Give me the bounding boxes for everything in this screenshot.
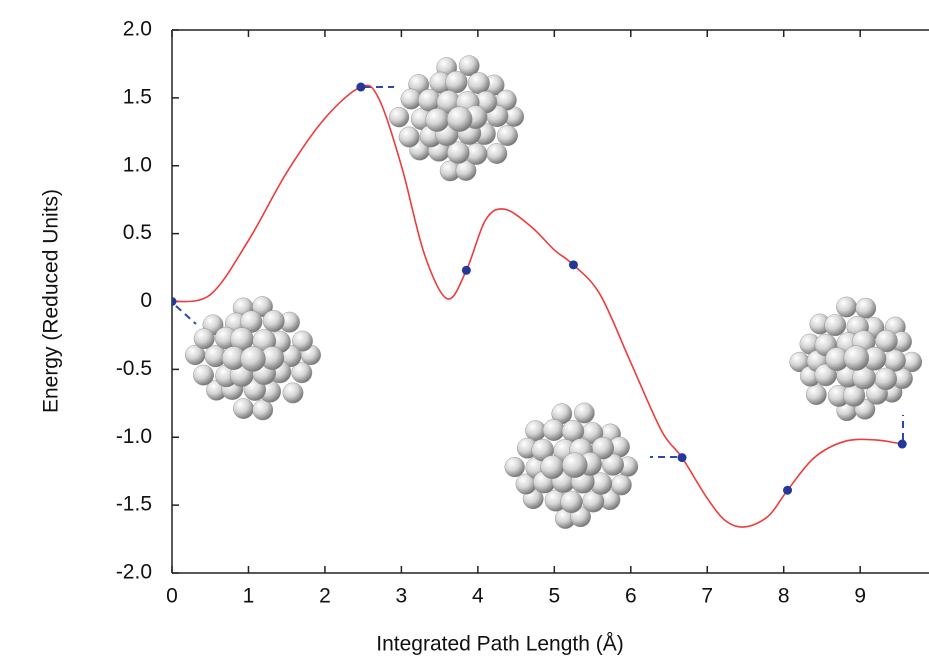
x-tick-label: 4 [472,585,484,608]
stationary-point [568,260,578,270]
cluster-ball [445,70,468,94]
stationary-point [172,297,177,306]
cluster-ball [497,125,518,146]
y-tick-label: 1.5 [123,85,152,108]
cluster-ball [542,419,565,441]
energy-curve [172,84,903,528]
y-tick-label: -1.5 [116,493,152,516]
y-axis-label: Energy (Reduced Units) [40,189,63,413]
cluster-images [185,55,923,529]
cluster-ball [262,310,285,332]
cluster-ball [843,345,869,371]
cluster-ball [875,329,898,353]
cluster-ball [193,364,214,386]
cluster-ball [573,402,595,424]
x-axis-label: Integrated Path Length (Å) [376,633,624,656]
cluster-ball [602,453,624,476]
cluster-ball [425,108,450,132]
stationary-point [356,82,366,92]
cluster-ball [447,141,470,164]
cluster-ball [446,106,473,132]
cluster-ball [824,314,847,337]
cluster-ball [467,72,490,95]
y-tick-label: 0.5 [123,221,152,244]
stationary-point [677,453,687,463]
y-tick-label: -0.5 [116,357,152,380]
x-tick-label: 8 [778,585,790,608]
y-tick-label: 1.0 [123,153,152,176]
cluster-ball [252,399,274,421]
x-tick-label: 5 [548,585,560,608]
cluster-ball [836,296,857,318]
cluster-ball [805,384,827,405]
cluster-ball [398,126,420,148]
x-tick-label: 2 [319,585,331,608]
cluster-ball [292,330,313,352]
cluster-ball [562,452,588,478]
cluster-ball [610,474,632,496]
cluster-ball [240,346,266,372]
y-tick-label: 2.0 [123,18,152,41]
cluster-ball [282,382,304,404]
cluster-ball [291,362,313,384]
stationary-point [783,485,793,495]
cluster-ball [458,55,480,77]
x-tick-label: 1 [243,585,255,608]
x-tick-label: 6 [625,585,637,608]
cluster-ball [540,455,565,479]
cluster-ball [855,297,877,319]
x-tick-label: 3 [396,585,408,608]
cluster-ball [504,456,525,478]
cluster-ball [233,398,254,419]
x-tick-label: 9 [854,585,866,608]
cluster-ball [874,367,898,391]
cluster-ball [388,107,410,128]
stationary-point [897,439,907,449]
y-tick-label: -2.0 [116,561,152,584]
cluster-ball [252,296,273,317]
cluster-ball [560,490,583,514]
connectors [175,86,904,458]
cluster-ball [193,328,215,350]
x-tick-label: 7 [701,585,713,608]
cluster-ball [486,143,508,164]
y-tick-label: -1.0 [116,425,152,448]
x-tick-label: 0 [166,585,178,608]
plot-area [172,82,907,528]
stationary-point [461,265,471,275]
y-tick-label: 0 [140,289,152,312]
